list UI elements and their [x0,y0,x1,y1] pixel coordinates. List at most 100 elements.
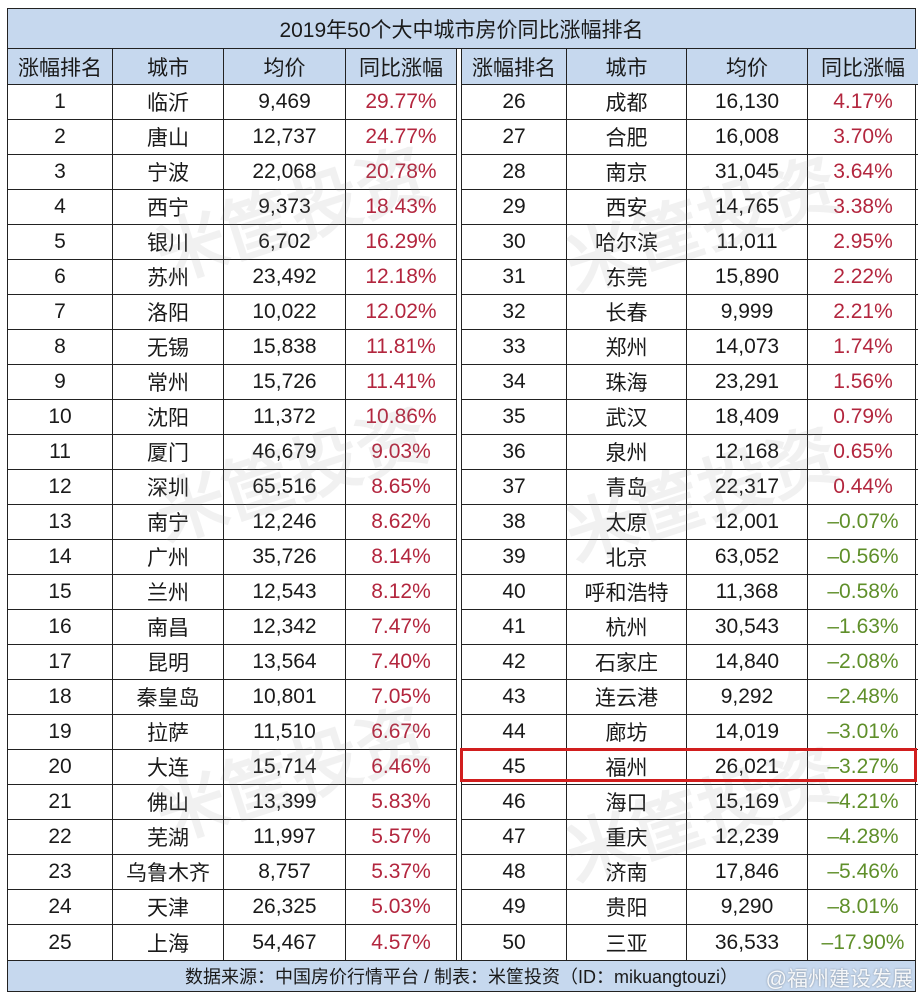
change-cell: –2.08% [808,645,918,680]
change-cell: 12.02% [346,295,456,330]
rank-cell: 8 [8,330,113,365]
rank-cell: 28 [462,155,567,190]
rank-cell: 24 [8,890,113,925]
rank-cell: 5 [8,225,113,260]
source-note: 数据来源：中国房价行情平台 / 制表：米筐投资（ID：mikuangtouzi） [184,967,739,987]
change-cell: –8.01% [808,890,918,925]
city-cell: 合肥 [567,120,687,155]
price-cell: 12,543 [224,575,346,610]
city-cell: 重庆 [567,820,687,855]
rank-cell: 13 [8,505,113,540]
price-cell: 12,239 [687,820,808,855]
city-cell: 泉州 [567,435,687,470]
change-cell: 8.62% [346,505,456,540]
rank-cell: 4 [8,190,113,225]
rank-cell: 38 [462,505,567,540]
rank-cell: 6 [8,260,113,295]
city-cell: 无锡 [113,330,224,365]
change-cell: –1.63% [808,610,918,645]
city-cell: 武汉 [567,400,687,435]
table-footer: 数据来源：中国房价行情平台 / 制表：米筐投资（ID：mikuangtouzi）… [8,960,915,991]
rank-cell: 42 [462,645,567,680]
city-cell: 洛阳 [113,295,224,330]
change-cell: –2.48% [808,680,918,715]
price-cell: 11,997 [224,820,346,855]
ranking-table: 2019年50个大中城市房价同比涨幅排名 涨幅排名 城市 均价 同比涨幅 1 临沂… [7,8,918,992]
header-rank: 涨幅排名 [462,49,567,85]
rank-cell: 35 [462,400,567,435]
city-cell: 常州 [113,365,224,400]
change-cell: 4.57% [371,930,431,954]
city-cell: 广州 [113,540,224,575]
price-cell: 63,052 [687,540,808,575]
price-cell: 9,290 [687,890,808,925]
change-cell: 1.56% [808,365,918,400]
price-cell: 15,838 [224,330,346,365]
city-cell: 昆明 [113,645,224,680]
change-cell: –0.56% [808,540,918,575]
change-cell: 4.17% [808,85,918,120]
header-price: 均价 [224,49,346,85]
rank-cell: 9 [8,365,113,400]
change-cell: 8.12% [346,575,456,610]
change-cell: 9.03% [346,435,456,470]
change-cell: –3.27% [808,750,918,785]
rank-cell: 45 [462,750,567,785]
rank-cell: 18 [8,680,113,715]
city-cell: 长春 [567,295,687,330]
table-title: 2019年50个大中城市房价同比涨幅排名 [8,9,915,49]
change-cell: –17.90% [821,930,905,954]
change-cell: 7.40% [346,645,456,680]
rank-cell: 25 [8,925,113,960]
change-cell: –0.58% [808,575,918,610]
rank-cell: 1 [8,85,113,120]
city-cell: 贵阳 [567,890,687,925]
city-cell: 南京 [567,155,687,190]
price-cell: 65,516 [224,470,346,505]
price-cell: 9,373 [224,190,346,225]
rank-cell: 23 [8,855,113,890]
rank-cell: 44 [462,715,567,750]
city-cell: 沈阳 [113,400,224,435]
rank-cell: 26 [462,85,567,120]
city-cell: 北京 [567,540,687,575]
table-body: 涨幅排名 城市 均价 同比涨幅 1 临沂 9,469 29.77% 2 唐山 12,737 2… [8,49,918,960]
rank-cell: 16 [8,610,113,645]
price-cell: 11,372 [224,400,346,435]
price-cell: 12,246 [224,505,346,540]
price-cell: 26,325 [224,890,346,925]
price-cell: 54,467 [224,925,346,960]
change-cell: 8.65% [346,470,456,505]
rank-cell: 40 [462,575,567,610]
city-cell: 太原 [567,505,687,540]
price-cell: 18,409 [687,400,808,435]
price-cell: 9,469 [224,85,346,120]
city-cell: 三亚 [567,925,687,960]
city-cell: 唐山 [113,120,224,155]
city-cell: 成都 [567,85,687,120]
rank-cell: 48 [462,855,567,890]
price-cell: 13,399 [224,785,346,820]
change-cell: 2.22% [808,260,918,295]
change-cell: 5.37% [346,855,456,890]
change-cell: 11.81% [346,330,456,365]
price-cell: 16,008 [687,120,808,155]
price-cell: 14,073 [687,330,808,365]
city-cell: 西安 [567,190,687,225]
change-cell: 29.77% [346,85,456,120]
city-cell: 上海 [113,925,224,960]
header-price: 均价 [687,49,808,85]
city-cell: 西宁 [113,190,224,225]
change-cell: –4.21% [808,785,918,820]
header-city: 城市 [113,49,224,85]
rank-cell: 12 [8,470,113,505]
rank-cell: 50 [462,925,567,960]
price-cell: 17,846 [687,855,808,890]
rank-cell: 34 [462,365,567,400]
city-cell: 苏州 [113,260,224,295]
change-cell: 3.38% [808,190,918,225]
change-cell: 8.14% [346,540,456,575]
rank-cell: 46 [462,785,567,820]
rank-cell: 14 [8,540,113,575]
price-cell: 46,679 [224,435,346,470]
